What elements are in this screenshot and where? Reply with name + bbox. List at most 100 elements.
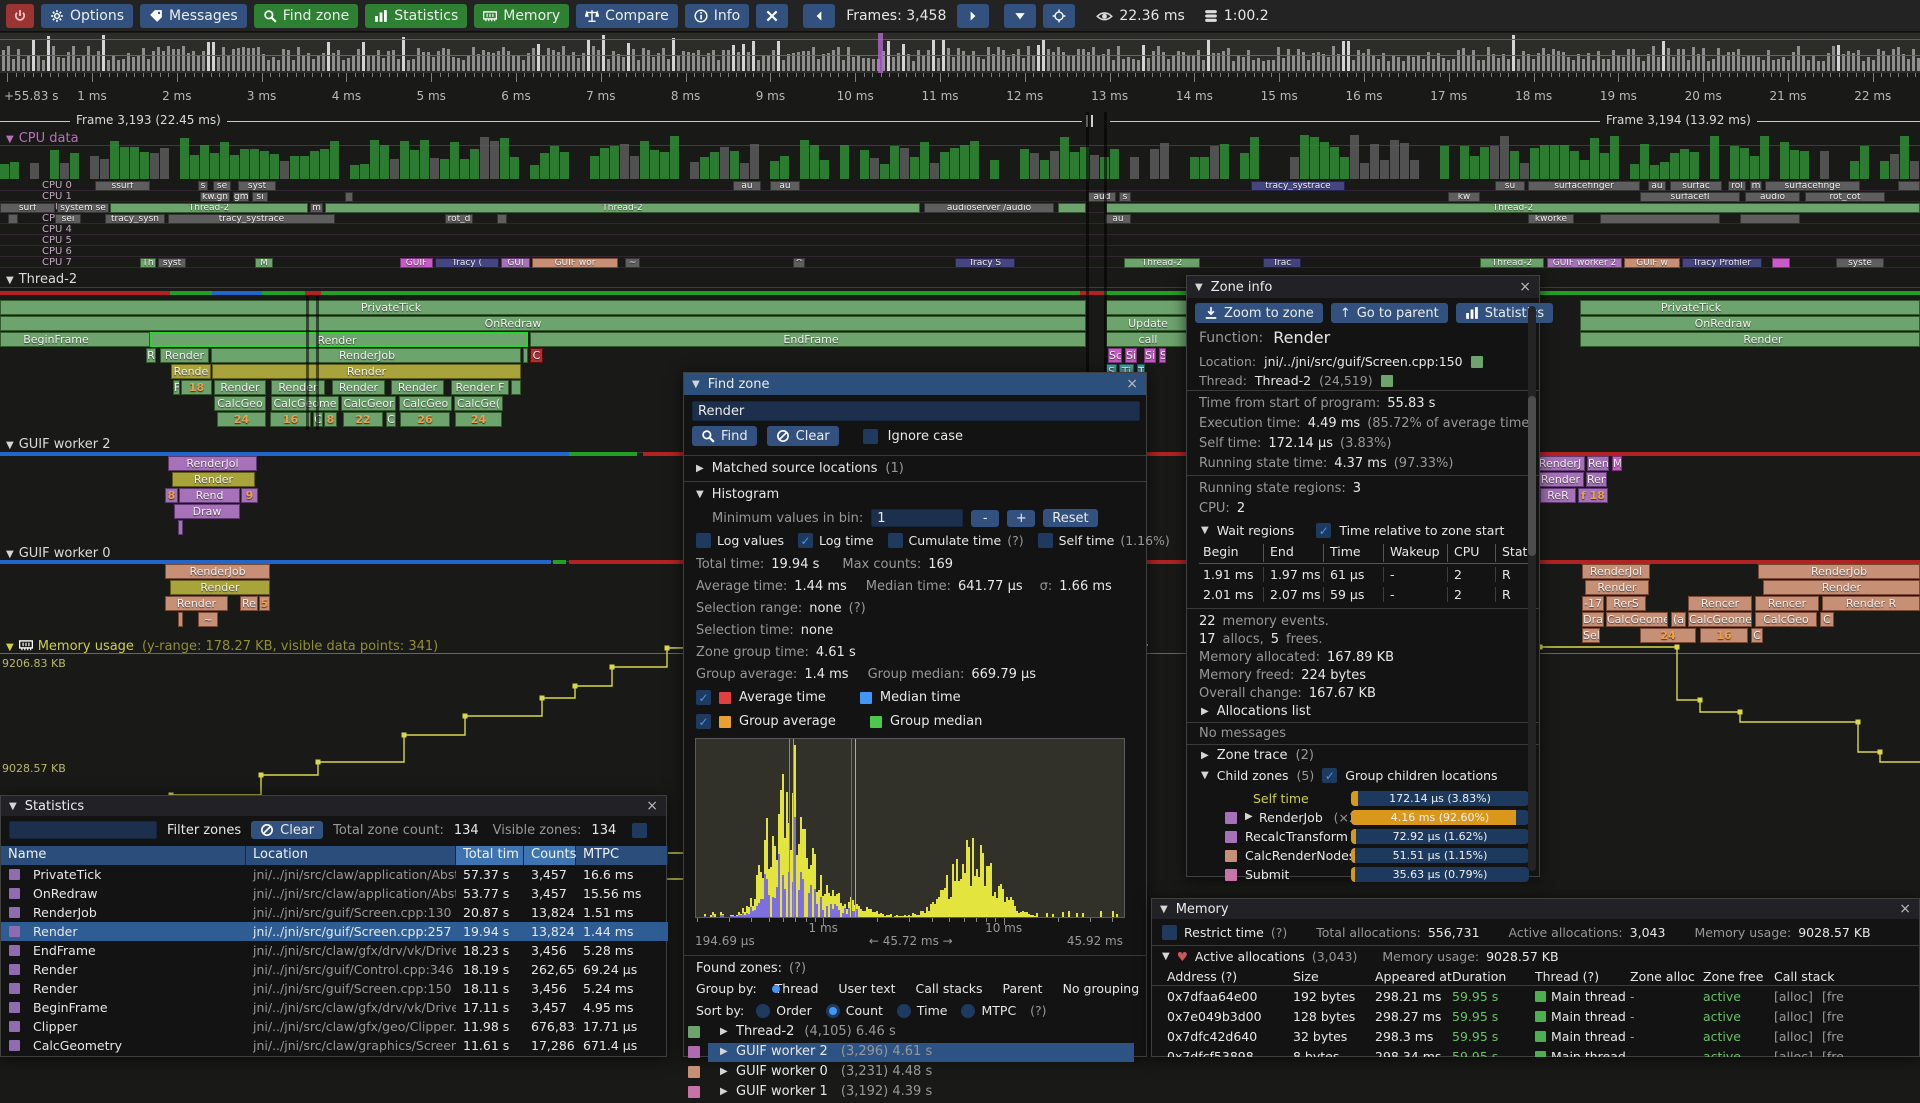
frame-bar[interactable] <box>1692 47 1695 71</box>
info-button[interactable]: Info <box>685 4 750 28</box>
frame-bar[interactable] <box>1787 60 1790 71</box>
frame-bar[interactable] <box>1037 45 1040 71</box>
frame-bar[interactable] <box>1402 61 1405 71</box>
frame-bar[interactable] <box>1017 49 1020 71</box>
go-to-parent-button[interactable]: ↑Go to parent <box>1331 303 1448 323</box>
cpu-zone[interactable]: rot_cot <box>1805 192 1885 202</box>
frame-bar[interactable] <box>1677 49 1680 71</box>
cpu-zone[interactable] <box>345 192 353 202</box>
frame-bar[interactable] <box>382 58 385 71</box>
cpu-zone[interactable]: ~ <box>625 258 640 268</box>
frame-bar[interactable] <box>1862 61 1865 71</box>
collapse-icon[interactable]: ▼ <box>6 134 14 145</box>
frame-bar[interactable] <box>197 56 200 71</box>
find-zone-button[interactable]: Find zone <box>254 4 359 28</box>
frame-bar[interactable] <box>867 58 870 71</box>
timeline-zone[interactable]: Render <box>170 580 270 595</box>
source-location[interactable]: jni/../jni/src/guif/Screen.cpp:150 <box>1264 354 1462 369</box>
cpu-zone[interactable]: GUIF w <box>1624 258 1680 268</box>
frame-bar[interactable] <box>1887 56 1890 71</box>
collapse-icon[interactable]: ▼ <box>1160 904 1168 915</box>
frame-bar[interactable] <box>1517 59 1520 71</box>
frame-bar[interactable] <box>1267 60 1270 71</box>
frame-bar[interactable] <box>1747 55 1750 71</box>
frame-bar[interactable] <box>1492 54 1495 71</box>
frame-bar[interactable] <box>1652 46 1655 71</box>
frame-bar[interactable] <box>137 56 140 71</box>
frame-bar[interactable] <box>172 49 175 71</box>
frame-bar[interactable] <box>972 51 975 71</box>
frame-bar[interactable] <box>1132 59 1135 71</box>
frame-bar[interactable] <box>712 50 715 71</box>
timeline-zone[interactable]: S <box>1159 348 1166 363</box>
frame-bar[interactable] <box>147 59 150 71</box>
frame-bar[interactable] <box>1627 49 1630 71</box>
frame-bar[interactable] <box>242 47 245 71</box>
cpu-zone[interactable]: GUIF <box>400 258 433 268</box>
frame-bar[interactable] <box>17 49 20 71</box>
frame-bar[interactable] <box>1722 55 1725 71</box>
cpu-zone[interactable]: sei <box>55 214 81 224</box>
frame-bar[interactable] <box>1187 55 1190 71</box>
timeline-zone[interactable]: PrivateTick <box>0 300 1086 315</box>
frame-bar[interactable] <box>57 57 60 71</box>
frame-bar[interactable] <box>1222 51 1225 71</box>
timeline-zone[interactable]: Render <box>391 380 444 395</box>
frame-bar[interactable] <box>1662 41 1665 71</box>
frame-bar[interactable] <box>1682 49 1685 71</box>
frame-bar[interactable] <box>1587 53 1590 71</box>
compare-button[interactable]: Compare <box>576 4 678 28</box>
frame-bar[interactable] <box>817 59 820 71</box>
radio-time[interactable] <box>897 1004 911 1018</box>
found-zone-group[interactable]: ▶GUIF worker 1(3,192) 4.39 s <box>684 1083 1148 1103</box>
frame-bar[interactable] <box>872 59 875 71</box>
cpu-zone[interactable]: surfacefinger <box>1528 181 1640 191</box>
frame-bar[interactable] <box>387 51 390 71</box>
cpu-zone[interactable] <box>1740 214 1800 224</box>
timeline-zone[interactable]: Rencer <box>1755 596 1819 611</box>
timeline-zone[interactable]: CalcGeo <box>399 396 452 411</box>
timeline-zone[interactable]: RenderJob <box>165 564 270 579</box>
thread-section-header-guif-worker-0[interactable]: ▼GUIF worker 0 <box>6 546 110 561</box>
frame-bar[interactable] <box>412 59 415 71</box>
overview-selected-frame[interactable] <box>878 33 883 73</box>
frame-bar[interactable] <box>592 46 595 71</box>
frame-bar[interactable] <box>482 50 485 71</box>
frame-bar[interactable] <box>642 48 645 71</box>
frame-bar[interactable] <box>1617 56 1620 71</box>
frame-bar[interactable] <box>337 50 340 71</box>
frame-bar[interactable] <box>332 53 335 71</box>
frame-bar[interactable] <box>1077 49 1080 71</box>
timeline-zone[interactable]: C <box>1751 628 1763 643</box>
mem-col-header-zone-alloc[interactable]: Zone alloc <box>1630 969 1695 984</box>
timeline-zone[interactable]: CalcGeo <box>214 396 266 411</box>
cpu-zone[interactable]: m <box>1750 181 1762 191</box>
next-frame-button[interactable] <box>957 4 989 28</box>
frame-bar[interactable] <box>317 55 320 71</box>
frame-bar[interactable] <box>1717 48 1720 71</box>
cpu-zone[interactable]: au <box>1648 181 1666 191</box>
frame-bar[interactable] <box>982 59 985 71</box>
frame-bar[interactable] <box>1307 60 1310 71</box>
timeline-zone[interactable]: RenderJol <box>1582 564 1650 579</box>
frame-bar[interactable] <box>1107 49 1110 71</box>
timeline-zone[interactable]: C <box>1820 612 1834 627</box>
child-zone-row[interactable]: ▶RenderJob(×2)4.16 ms (92.60%) <box>1187 809 1541 828</box>
frame-bar[interactable] <box>1227 48 1230 71</box>
frame-bar[interactable] <box>1847 51 1850 71</box>
frame-bar[interactable] <box>457 58 460 72</box>
frame-bar[interactable] <box>1027 46 1030 71</box>
frame-bar[interactable] <box>1657 57 1660 71</box>
frame-bar[interactable] <box>1762 60 1765 71</box>
close-icon[interactable]: × <box>1899 901 1911 917</box>
frame-bar[interactable] <box>1577 54 1580 71</box>
frame-bar[interactable] <box>977 57 980 71</box>
frame-bar[interactable] <box>1467 56 1470 71</box>
frame-bar[interactable] <box>1172 55 1175 71</box>
